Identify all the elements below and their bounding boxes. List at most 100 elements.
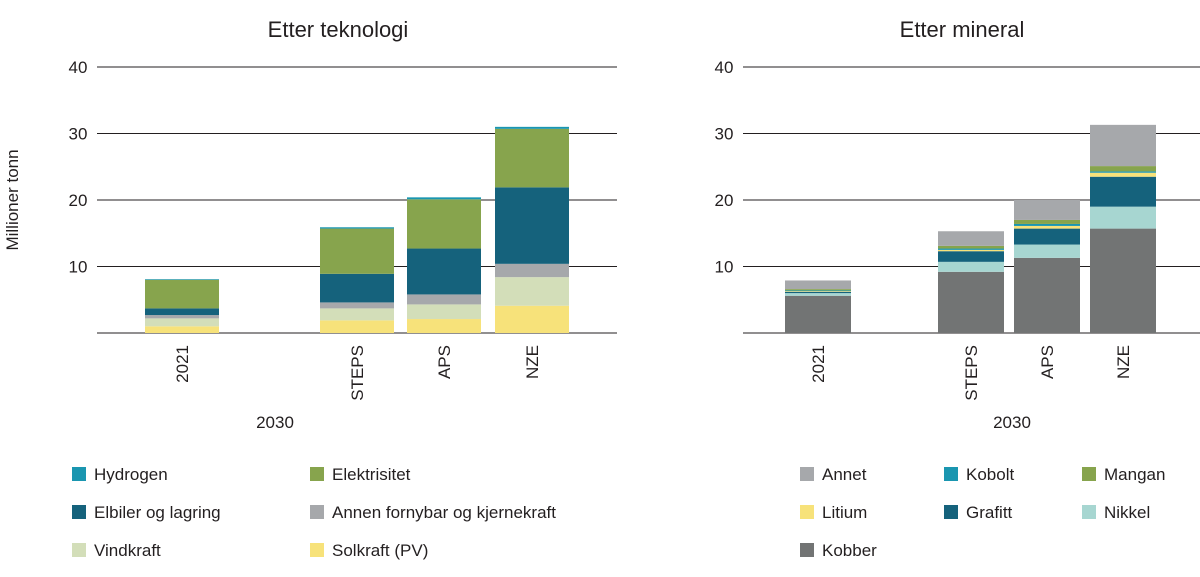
bar-segment (407, 294, 481, 305)
bar-segment (495, 126, 569, 129)
bar-segment (1014, 223, 1080, 226)
legend-swatch (72, 467, 86, 481)
legend-swatch (944, 505, 958, 519)
group-label: 2030 (256, 413, 294, 432)
bar-segment (145, 315, 219, 319)
bar-segment (320, 320, 394, 333)
bar-segment (1014, 219, 1080, 224)
y-tick-label: 30 (715, 125, 734, 144)
legend-swatch (800, 505, 814, 519)
bar-segment (1090, 171, 1156, 173)
bar-segment (938, 248, 1004, 250)
bar-segment (785, 295, 851, 333)
bar-segment (1090, 124, 1156, 167)
bar-segment (1090, 176, 1156, 207)
bar-segment (1090, 228, 1156, 333)
legend-swatch (800, 543, 814, 557)
x-tick-label: STEPS (962, 345, 981, 401)
y-tick-label: 40 (69, 58, 88, 77)
x-tick-label: APS (435, 345, 454, 379)
x-tick-label: 2021 (173, 345, 192, 383)
x-tick-label: NZE (523, 345, 542, 379)
chart-title: Etter mineral (900, 17, 1025, 42)
legend-label: Kobolt (966, 465, 1014, 484)
y-tick-label: 10 (69, 258, 88, 277)
bar-segment (145, 279, 219, 309)
legend-swatch (1082, 505, 1096, 519)
bar-segment (495, 305, 569, 333)
legend-label: Annet (822, 465, 867, 484)
bar-segment (785, 280, 851, 290)
bar-segment (495, 263, 569, 278)
bar-segment (320, 227, 394, 229)
bar-segment (1014, 244, 1080, 258)
bar-segment (1014, 200, 1080, 220)
legend-label: Mangan (1104, 465, 1165, 484)
bar-segment (495, 277, 569, 306)
bar-segment (320, 308, 394, 321)
legend-swatch (72, 505, 86, 519)
bar-segment (785, 289, 851, 291)
bar-segment (1014, 257, 1080, 333)
bar-segment (785, 293, 851, 296)
x-tick-label: 2021 (809, 345, 828, 383)
bar-segment (1014, 228, 1080, 245)
bar-segment (145, 326, 219, 333)
legend-label: Grafitt (966, 503, 1013, 522)
bar-segment (407, 319, 481, 333)
y-tick-label: 10 (715, 258, 734, 277)
legend-label: Elektrisitet (332, 465, 411, 484)
legend-swatch (310, 505, 324, 519)
bar-segment (145, 318, 219, 327)
legend-swatch (1082, 467, 1096, 481)
legend-label: Annen fornybar og kjernekraft (332, 503, 556, 522)
legend-label: Nikkel (1104, 503, 1150, 522)
chart-title: Etter teknologi (268, 17, 409, 42)
bar-segment (407, 248, 481, 295)
x-tick-label: NZE (1114, 345, 1133, 379)
legend-label: Kobber (822, 541, 877, 560)
y-tick-label: 20 (69, 191, 88, 210)
bar-segment (495, 128, 569, 188)
legend-label: Hydrogen (94, 465, 168, 484)
bar-segment (495, 187, 569, 264)
bar-segment (407, 197, 481, 200)
bar-segment (1090, 172, 1156, 177)
y-tick-label: 40 (715, 58, 734, 77)
y-tick-label: 20 (715, 191, 734, 210)
legend-swatch (310, 467, 324, 481)
bar-segment (1090, 206, 1156, 229)
legend-label: Litium (822, 503, 867, 522)
bar-segment (320, 273, 394, 303)
legend-label: Vindkraft (94, 541, 161, 560)
legend-swatch (310, 543, 324, 557)
bar-segment (320, 302, 394, 309)
legend-swatch (800, 467, 814, 481)
bar-segment (145, 308, 219, 316)
bar-segment (938, 261, 1004, 272)
legend-label: Solkraft (PV) (332, 541, 428, 560)
group-label: 2030 (993, 413, 1031, 432)
bar-segment (407, 199, 481, 249)
bar-segment (1014, 225, 1080, 229)
y-axis-label: Millioner tonn (3, 149, 22, 250)
bar-segment (938, 251, 1004, 262)
bar-segment (938, 231, 1004, 246)
bar-segment (145, 279, 219, 280)
legend-swatch (944, 467, 958, 481)
y-tick-label: 30 (69, 125, 88, 144)
bar-segment (938, 271, 1004, 333)
bar-segment (407, 304, 481, 320)
x-tick-label: APS (1038, 345, 1057, 379)
bar-segment (785, 291, 851, 294)
bar-segment (938, 249, 1004, 252)
bar-segment (785, 290, 851, 292)
legend-label: Elbiler og lagring (94, 503, 221, 522)
bar-segment (938, 245, 1004, 249)
bar-segment (785, 291, 851, 292)
legend-swatch (72, 543, 86, 557)
x-tick-label: STEPS (348, 345, 367, 401)
bar-segment (320, 228, 394, 274)
bar-segment (1090, 166, 1156, 172)
